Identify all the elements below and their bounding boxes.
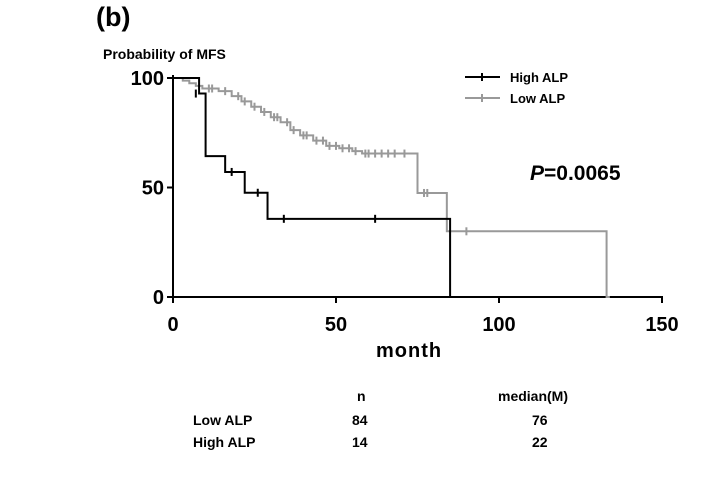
legend: High ALP Low ALP xyxy=(465,70,568,106)
y-tick-label: 50 xyxy=(142,178,164,200)
legend-label-low-alp: Low ALP xyxy=(510,91,565,106)
y-tick-label: 0 xyxy=(153,287,164,309)
series-line-high-alp xyxy=(173,77,452,298)
table-header-median: median(M) xyxy=(498,388,568,404)
legend-label-high-alp: High ALP xyxy=(510,70,568,85)
axes: 0 50 100 150 0 50 100 xyxy=(131,68,679,336)
series-line-low-alp xyxy=(173,77,610,298)
y-axis-label: Probability of MFS xyxy=(103,46,226,62)
table-row-high-label: High ALP xyxy=(193,434,256,450)
x-tick-label: 50 xyxy=(325,314,347,336)
p-value-text: =0.0065 xyxy=(544,162,621,185)
x-tick-label: 100 xyxy=(482,314,515,336)
x-axis-label: month xyxy=(376,340,443,362)
x-tick-label: 150 xyxy=(645,314,678,336)
table-row-low-n: 84 xyxy=(352,412,368,428)
panel-label: (b) xyxy=(96,2,131,32)
series-group xyxy=(173,77,610,298)
p-value: P=0.0065 xyxy=(530,162,621,186)
y-tick-label: 100 xyxy=(131,68,164,90)
table-row-low-label: Low ALP xyxy=(193,412,253,428)
table-row-high-median: 22 xyxy=(532,434,548,450)
table-header-n: n xyxy=(357,388,366,404)
table-row-low-median: 76 xyxy=(532,412,548,428)
x-tick-label: 0 xyxy=(167,314,178,336)
p-value-symbol: P xyxy=(530,162,545,185)
table-row-high-n: 14 xyxy=(352,434,368,450)
